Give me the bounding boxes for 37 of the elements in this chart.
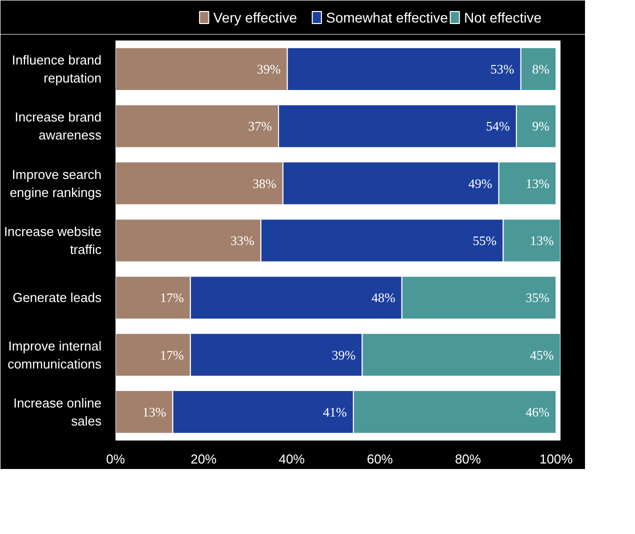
data-label: 13%: [526, 176, 550, 191]
data-label: 17%: [160, 347, 184, 362]
data-label: 13%: [530, 233, 554, 248]
data-label: 9%: [532, 118, 550, 134]
data-label: 49%: [468, 176, 492, 191]
data-label: 45%: [530, 347, 554, 362]
data-label: 33%: [230, 233, 254, 248]
data-label: 39%: [256, 62, 281, 77]
data-label: 13%: [142, 404, 166, 420]
y-tick-label: Increase online sales: [13, 395, 102, 428]
y-tick-label: Increase website traffic: [4, 224, 102, 257]
data-label: 48%: [371, 290, 396, 306]
x-tick-label: 80%: [454, 452, 482, 466]
data-label: 41%: [322, 404, 347, 420]
x-tick-label: 0%: [106, 452, 126, 466]
x-tick-label: 60%: [366, 452, 394, 466]
data-label: 54%: [486, 118, 510, 134]
y-tick-label: Influence brand reputation: [12, 52, 102, 86]
y-tick-label: Increase brand awareness: [14, 110, 102, 143]
data-label: 8%: [532, 62, 550, 77]
data-label: 39%: [332, 347, 356, 362]
legend-label: Somewhat effective: [326, 10, 448, 26]
data-label: 53%: [490, 62, 514, 77]
data-label: 46%: [526, 404, 550, 420]
y-tick-label: Improve internal communications: [8, 338, 102, 372]
data-label: 38%: [252, 176, 276, 191]
legend-label: Very effective: [213, 10, 298, 26]
x-tick-label: 20%: [190, 452, 218, 466]
y-tick-label: Improve search engine rankings: [10, 166, 102, 200]
data-label: 37%: [248, 118, 272, 134]
data-label: 55%: [472, 233, 497, 248]
x-tick-label: 100%: [539, 452, 574, 466]
legend-label: Not effective: [464, 10, 542, 26]
data-label: 35%: [526, 290, 550, 306]
y-tick-label: Generate leads: [12, 290, 102, 306]
data-label: 17%: [160, 290, 184, 306]
x-tick-label: 40%: [278, 452, 306, 466]
